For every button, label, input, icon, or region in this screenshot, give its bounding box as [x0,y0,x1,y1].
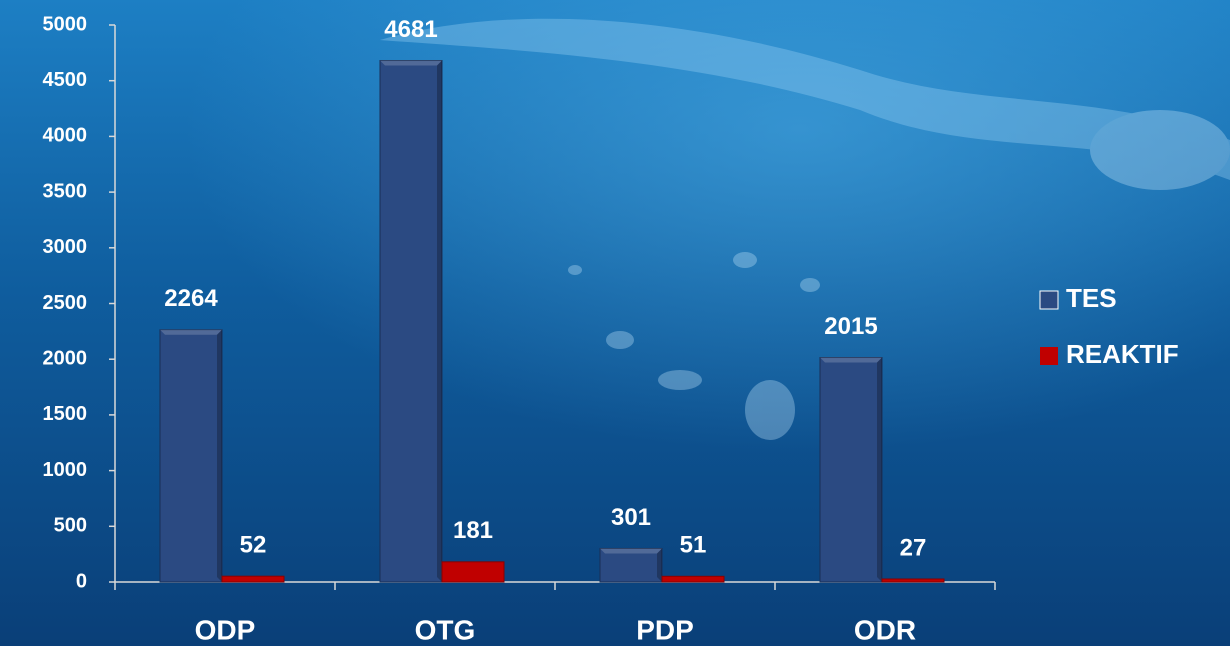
data-label: 27 [900,534,927,561]
y-tick-label: 500 [54,515,87,537]
data-label: 4681 [384,16,437,43]
x-tick-label: ODP [195,614,256,645]
data-label: 2264 [164,285,218,312]
bar [222,576,284,582]
bar-bevel [820,358,882,363]
y-tick-label: 3500 [43,180,88,202]
y-tick-label: 4500 [43,69,88,91]
bar-bevel [160,330,222,335]
legend-label: TES [1066,283,1117,313]
bar-bevel [657,548,662,582]
y-tick-label: 4000 [43,125,88,147]
data-label: 51 [680,532,707,559]
legend-swatch [1040,347,1058,365]
bar [882,579,944,582]
bar [380,61,442,582]
page: {"chart_data": {"type": "bar", "categori… [0,0,1230,646]
legend-label: REAKTIF [1066,339,1179,369]
data-label: 301 [611,504,651,531]
y-tick-label: 1500 [43,403,88,425]
bar [442,562,504,582]
bar [662,576,724,582]
bar-bevel [217,330,222,582]
bar [600,548,662,582]
bar-bevel [380,61,442,66]
y-tick-label: 3000 [43,236,88,258]
bar-bevel [877,358,882,582]
bar-bevel [600,548,662,553]
data-label: 2015 [824,313,877,340]
y-tick-label: 1000 [43,459,88,481]
bar-bevel [437,61,442,582]
y-tick-label: 2500 [43,292,88,314]
x-tick-label: ODR [854,614,916,645]
bar [820,358,882,582]
y-tick-label: 0 [76,570,87,592]
x-tick-label: PDP [636,614,694,645]
x-tick-label: OTG [415,614,476,645]
y-tick-label: 5000 [43,13,88,35]
data-label: 52 [240,532,267,559]
y-tick-label: 2000 [43,347,88,369]
data-label: 181 [453,517,493,544]
chart: 0 500 1000 1500 2000 2500 3000 3500 4000 4500 5000… [0,0,1230,646]
legend-swatch [1040,291,1058,309]
bar [160,330,222,582]
